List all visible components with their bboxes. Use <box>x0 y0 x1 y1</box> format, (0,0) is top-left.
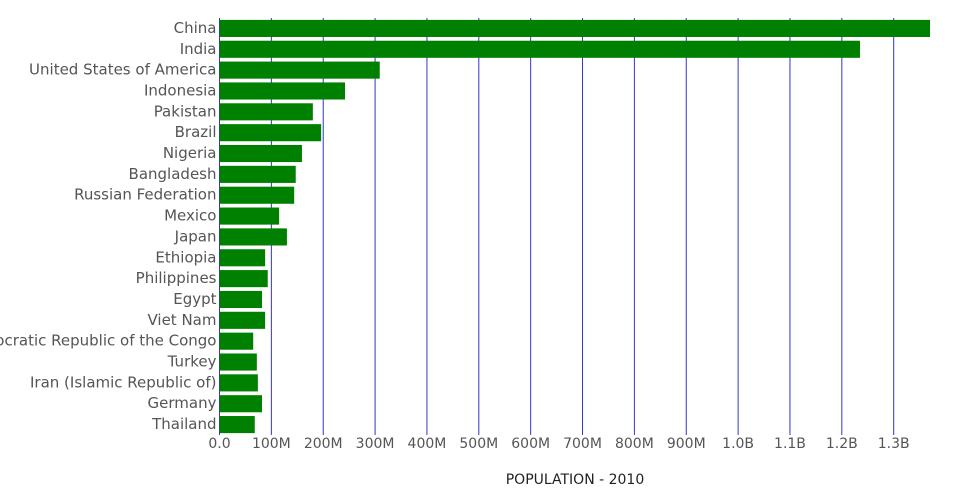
x-tick-label: 600M <box>511 436 550 452</box>
y-tick-label: Egypt <box>173 290 216 308</box>
bar <box>219 416 255 434</box>
y-tick-label: Ethiopia <box>155 248 216 266</box>
x-tick-label: 1.2B <box>826 436 858 452</box>
bar <box>219 228 287 246</box>
y-tick-label: Bangladesh <box>129 165 217 183</box>
y-tick-label: Nigeria <box>163 144 217 162</box>
x-tick-label: 900M <box>667 436 706 452</box>
bar <box>219 290 263 309</box>
y-tick-label: Germany <box>148 394 217 412</box>
x-tick-label: 400M <box>408 436 447 452</box>
x-axis-title: POPULATION - 2010 <box>506 472 645 488</box>
y-tick-label: Thailand <box>151 415 216 433</box>
y-tick-label: Iran (Islamic Republic of) <box>30 373 217 391</box>
bar <box>219 144 302 163</box>
bar <box>219 82 346 100</box>
bar <box>219 311 266 329</box>
bar <box>219 19 930 37</box>
y-tick-label: India <box>180 40 217 58</box>
x-tick-label: 800M <box>615 436 654 452</box>
x-tick-label: 1.0B <box>722 436 754 452</box>
y-tick-label: Japan <box>174 227 217 245</box>
x-tick-label: 200M <box>304 436 343 452</box>
y-tick-label: Democratic Republic of the Congo <box>0 332 217 350</box>
x-tick-label: 1.1B <box>774 436 806 452</box>
bar <box>219 353 257 371</box>
bar <box>219 124 322 142</box>
y-tick-label: Mexico <box>164 207 216 225</box>
y-tick-label: China <box>174 19 217 37</box>
y-tick-label: Indonesia <box>144 81 217 99</box>
y-tick-label: Pakistan <box>154 102 217 120</box>
x-tick-label: 500M <box>459 436 498 452</box>
x-tick-label: 100M <box>252 436 291 452</box>
bar <box>219 249 266 267</box>
bar <box>219 332 254 350</box>
x-tick-label: 700M <box>563 436 602 452</box>
bar <box>219 165 296 183</box>
x-tick-label: 0.0 <box>208 436 230 452</box>
y-tick-label: Philippines <box>136 269 217 287</box>
y-tick-label: Turkey <box>167 353 217 371</box>
x-tick-label: 300M <box>356 436 395 452</box>
bar <box>219 40 860 58</box>
y-tick-label: Brazil <box>175 123 217 141</box>
bar <box>219 103 313 121</box>
bar <box>219 374 258 392</box>
y-tick-label: United States of America <box>29 61 216 79</box>
y-tick-label: Viet Nam <box>147 311 216 329</box>
bar <box>219 270 268 288</box>
y-tick-label: Russian Federation <box>74 186 216 204</box>
x-tick-label: 1.3B <box>878 436 910 452</box>
bar <box>219 186 295 204</box>
bar <box>219 61 380 79</box>
bar <box>219 395 263 413</box>
bar <box>219 207 280 225</box>
